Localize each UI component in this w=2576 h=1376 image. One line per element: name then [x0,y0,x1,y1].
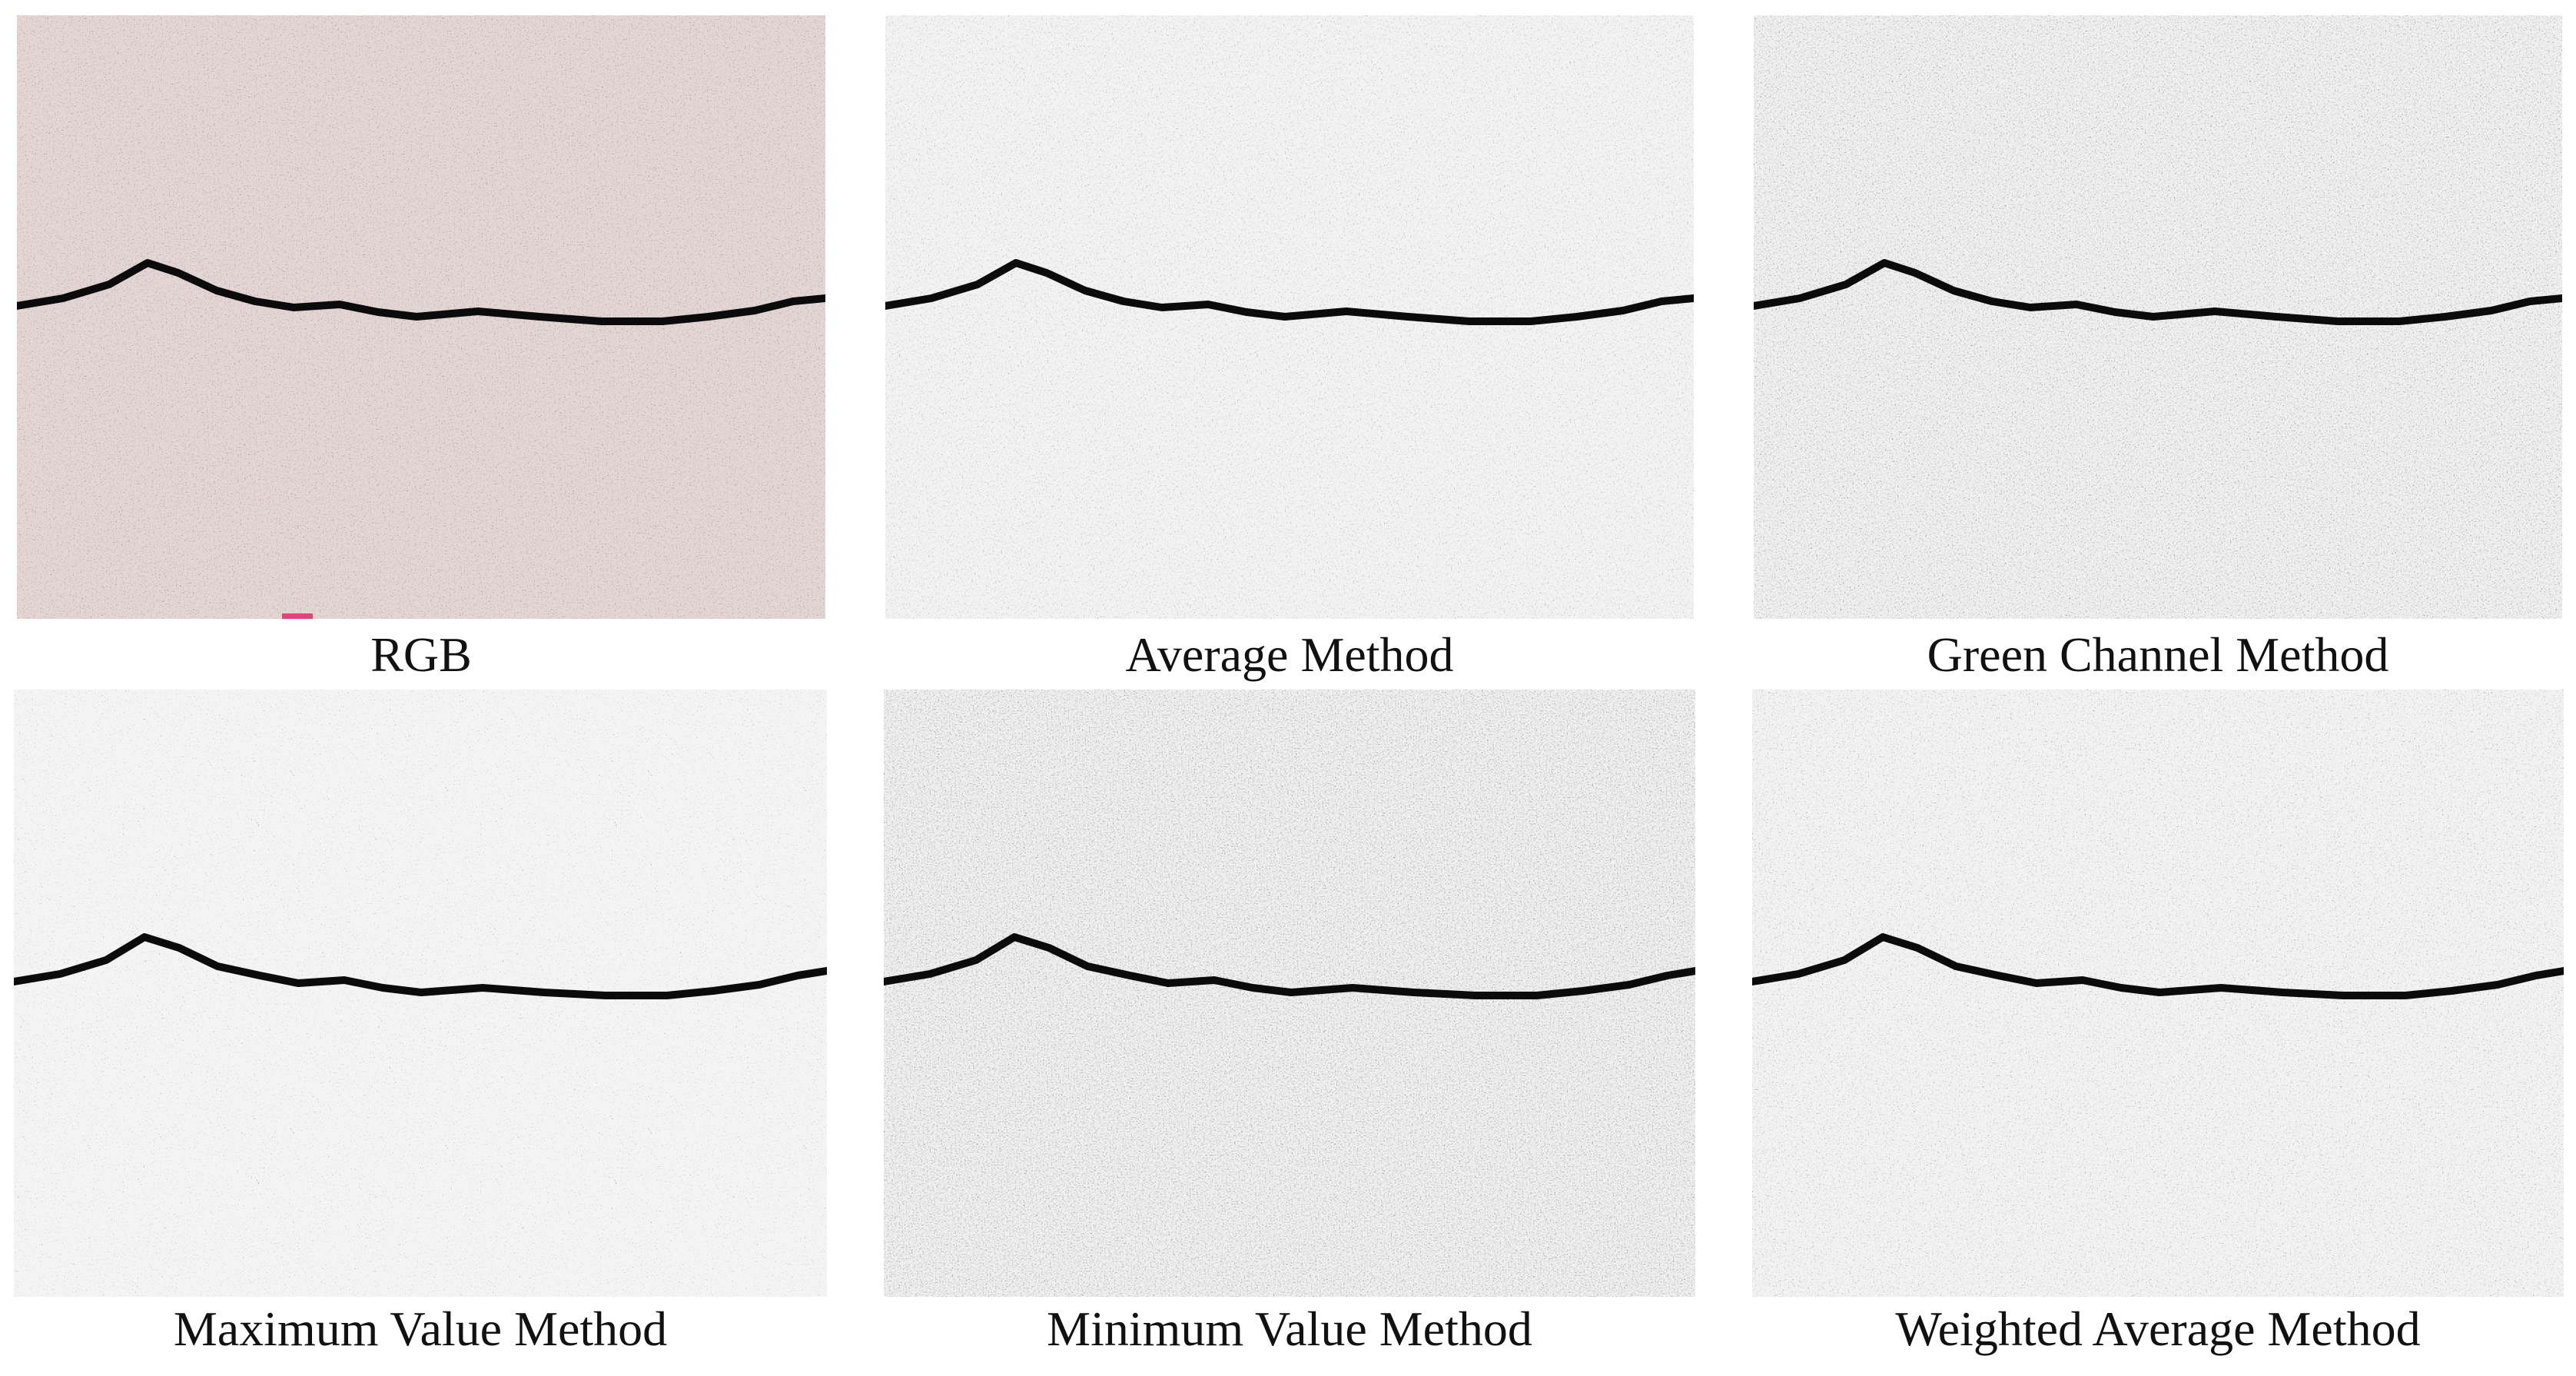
crack-image-maximum-value [14,690,827,1297]
crack-line [884,933,1695,999]
caption-minimum-value-method: Minimum Value Method [1047,1301,1532,1356]
caption-rgb: RGB [370,627,472,682]
crack-image-weighted-average [1752,690,2564,1297]
crack-image-rgb [17,15,825,619]
caption-green-channel-method: Green Channel Method [1927,627,2389,682]
panel-green-channel-method: Green Channel Method [1754,15,2562,700]
pink-marker [282,613,313,619]
crack-line [1754,259,2562,325]
crack-image-minimum-value [884,690,1695,1297]
crack-image-average [885,15,1694,619]
panel-maximum-value-method: Maximum Value Method [14,690,827,1376]
panel-minimum-value-method: Minimum Value Method [884,690,1695,1376]
crack-line [885,259,1694,325]
crack-line [14,933,827,999]
caption-maximum-value-method: Maximum Value Method [173,1301,668,1356]
panel-rgb: RGB [17,15,825,700]
crack-image-green-channel [1754,15,2562,619]
panel-average-method: Average Method [885,15,1694,700]
crack-line [17,259,825,325]
caption-average-method: Average Method [1125,627,1454,682]
panel-weighted-average-method: Weighted Average Method [1752,690,2564,1376]
crack-line [1752,933,2564,999]
caption-weighted-average-method: Weighted Average Method [1895,1301,2421,1356]
